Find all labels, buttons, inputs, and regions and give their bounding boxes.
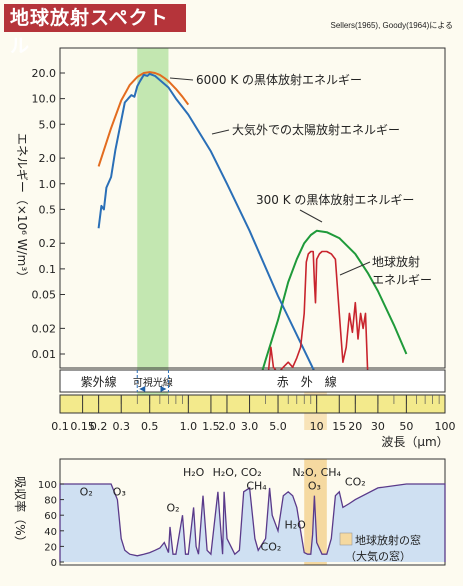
x-tick-label: 1.0 — [180, 420, 198, 433]
series-label-leader — [299, 209, 323, 223]
abs-y-tick-label: 20 — [44, 542, 57, 553]
x-tick-label: 0.2 — [90, 420, 108, 433]
chart-title: 地球放射スペクトル — [4, 4, 186, 57]
y-tick-label: 5.0 — [39, 118, 57, 131]
y-tick-label: 20.0 — [32, 67, 57, 80]
x-tick-label: 0.15 — [70, 420, 95, 433]
series-300k-blackbody — [258, 229, 408, 380]
y-tick-label: 0.1 — [39, 263, 57, 276]
absorber-label: H₂O, CO₂ — [213, 466, 262, 479]
y-tick-label: 0.5 — [39, 203, 57, 216]
series-label-leader — [339, 261, 371, 276]
wavelength-strip — [59, 394, 446, 414]
series-label: 6000 K の黒体放射エネルギー — [196, 72, 362, 87]
x-tick-label: 15 — [332, 420, 346, 433]
x-tick-label: 0.5 — [141, 420, 159, 433]
x-tick-label: 1.5 — [202, 420, 220, 433]
abs-y-axis-label: 吸収率（%） — [13, 476, 28, 547]
x-tick-label: 20 — [348, 420, 362, 433]
series-label: エネルギー — [372, 273, 432, 287]
region-label: 赤 外 線 — [277, 374, 337, 389]
legend-swatch — [339, 532, 353, 546]
abs-y-tick-label: 80 — [44, 496, 57, 507]
x-tick-label: 50 — [399, 420, 413, 433]
y-tick-label: 0.05 — [32, 289, 57, 302]
abs-y-tick-label: 40 — [44, 527, 57, 538]
absorber-label: O₃ — [113, 486, 126, 499]
region-label: 可視光線 — [133, 376, 173, 389]
y-tick-label: 0.01 — [32, 348, 57, 361]
series-label: 300 K の黒体放射エネルギー — [256, 192, 414, 207]
absorber-label: CO₂ — [261, 540, 282, 553]
wavelength-axis: 0.1 0.150.2 0.3 0.5 1.0 1.52.0 3.0 5.0 10 15 20 30 5… — [51, 394, 456, 449]
absorber-label: CO₂ — [345, 476, 366, 489]
y-tick-label: 2.0 — [39, 152, 57, 165]
y-tick-label: 0.2 — [39, 237, 57, 250]
legend-label: 地球放射の窓 — [355, 533, 421, 547]
region-label: 紫外線 — [81, 374, 117, 389]
absorber-label: H₂O — [183, 466, 205, 479]
x-tick-label: 0.3 — [112, 420, 130, 433]
x-tick-label: 100 — [435, 420, 456, 433]
absorber-label: H₂O — [285, 518, 307, 531]
abs-y-tick-label: 0 — [51, 558, 57, 569]
series-label-leader — [211, 129, 230, 135]
plot-frame — [59, 47, 446, 369]
y-tick-label: 10.0 — [32, 93, 57, 106]
series-6000k-blackbody — [97, 71, 190, 167]
legend-label: （大気の窓） — [345, 549, 411, 563]
visible-light-band — [137, 48, 169, 410]
y-axis-label: エネルギー（×10⁶ W/m³） — [15, 133, 29, 283]
series-label-leader — [169, 77, 194, 81]
x-tick-label: 0.1 — [51, 420, 69, 433]
y-tick-label: 1.0 — [39, 178, 57, 191]
source-note: Sellers(1965), Goody(1964)による — [330, 21, 453, 30]
absorber-label: O₂ — [80, 486, 93, 499]
y-tick-label: 0.02 — [32, 322, 57, 335]
x-tick-label: 3.0 — [241, 420, 259, 433]
region-bar: 紫外線 可視光線 赤 外 線 — [59, 369, 446, 393]
region-bar-frame — [59, 369, 446, 393]
arrow-left-icon — [139, 386, 146, 392]
x-tick-label: 10 — [310, 420, 324, 433]
x-tick-label: 30 — [371, 420, 385, 433]
absorber-label: N₂O, CH₄ — [292, 466, 341, 479]
x-axis-label: 波長（μm） — [381, 435, 448, 449]
arrow-right-icon — [160, 386, 167, 392]
x-tick-label: 2.0 — [218, 420, 236, 433]
series-solar-outside-atmosphere — [97, 72, 318, 377]
series-label: 地球放射 — [372, 254, 420, 269]
x-tick-label: 5.0 — [269, 420, 287, 433]
series-label: 大気外での太陽放射エネルギー — [232, 122, 400, 137]
absorber-label: CH₄ — [246, 479, 267, 492]
absorber-label: O₃ — [308, 479, 321, 492]
series-earth-radiation — [262, 250, 371, 381]
abs-y-tick-label: 100 — [38, 480, 57, 491]
absorption-line — [59, 483, 446, 562]
absorber-label: O₂ — [166, 501, 179, 514]
abs-y-tick-label: 60 — [44, 511, 57, 522]
